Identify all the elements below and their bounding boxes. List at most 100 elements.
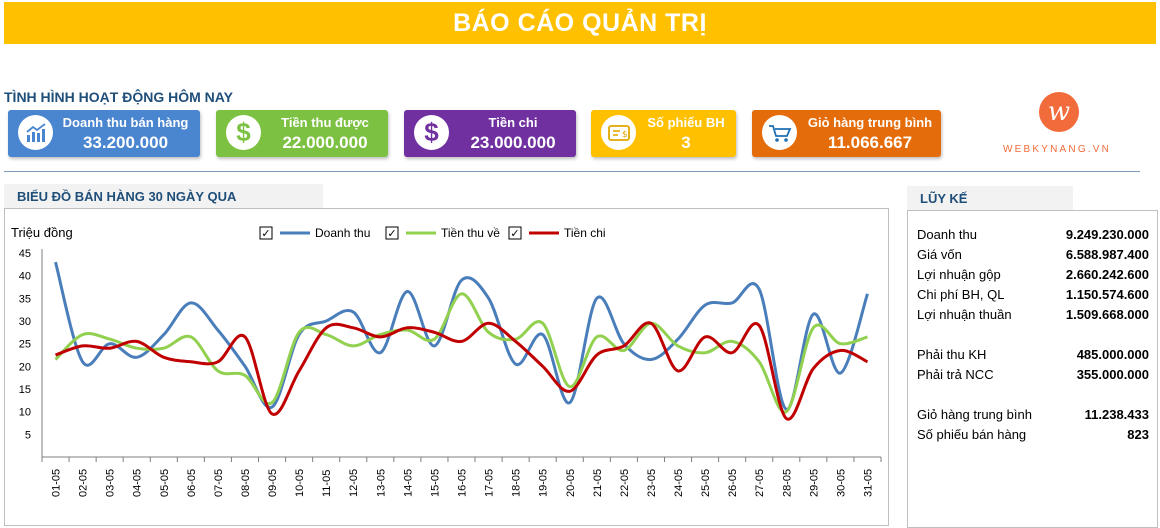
accum-value: 11.238.433 bbox=[1084, 407, 1149, 422]
accum-label: Chi phí BH, QL bbox=[917, 287, 1005, 302]
x-tick-label: 05-05 bbox=[159, 469, 171, 497]
series-line-1 bbox=[54, 261, 869, 411]
card-avg-cart[interactable]: Giỏ hàng trung bình 11.066.667 bbox=[752, 110, 941, 157]
accum-value: 485.000.000 bbox=[1076, 347, 1149, 362]
checkmark-icon: ✓ bbox=[387, 227, 396, 240]
card-value: 11.066.667 bbox=[827, 133, 913, 152]
x-tick-label: 06-05 bbox=[186, 469, 198, 497]
y-axis-label: Triệu đồng bbox=[11, 225, 73, 240]
logo-text: WEBKYNANG.VN bbox=[1003, 144, 1112, 155]
accum-value: 9.249.230.000 bbox=[1065, 227, 1149, 242]
x-tick-label: 30-05 bbox=[835, 469, 847, 497]
card-label: Giỏ hàng trung bình bbox=[807, 115, 933, 130]
x-tick-label: 22-05 bbox=[619, 469, 631, 497]
legend-checkbox-1 bbox=[259, 226, 273, 240]
accum-panel: Doanh thu 9.249.230.000 Giá vốn 6.588.987.… bbox=[907, 210, 1158, 528]
card-receipts[interactable]: $ Số phiếu BH 3 bbox=[591, 110, 736, 157]
accum-row: Giỏ hàng trung bình 11.238.433 bbox=[917, 407, 1149, 425]
x-tick-label: 23-05 bbox=[646, 469, 658, 497]
x-tick-label: 11-05 bbox=[321, 470, 333, 497]
divider bbox=[4, 171, 1140, 172]
accum-row: Phải thu KH 485.000.000 bbox=[917, 347, 1149, 365]
x-tick-label: 14-05 bbox=[402, 469, 414, 497]
card-cash-in[interactable]: $ Tiền thu được 22.000.000 bbox=[216, 110, 388, 157]
x-tick-label: 24-05 bbox=[673, 469, 685, 497]
y-tick-label: 40 bbox=[19, 271, 31, 283]
sales-chart: Triệu đồng 5 10 15 20 25 30 35 40 45 01-05 02-05 03-… bbox=[4, 208, 889, 526]
x-tick-label: 21-05 bbox=[592, 469, 604, 497]
x-tick-label: 13-05 bbox=[375, 469, 387, 497]
accum-label: Giỏ hàng trung bình bbox=[917, 407, 1032, 422]
x-tick-label: 07-05 bbox=[213, 469, 225, 497]
today-section-title: TÌNH HÌNH HOẠT ĐỘNG HÔM NAY bbox=[4, 89, 233, 105]
accum-label: Phải thu KH bbox=[917, 347, 987, 362]
chart-section-title: BIỂU ĐỒ BÁN HÀNG 30 NGÀY QUA bbox=[17, 189, 237, 204]
y-tick-label: 25 bbox=[19, 339, 31, 351]
x-tick-label: 09-05 bbox=[267, 469, 279, 497]
accum-row: Chi phí BH, QL 1.150.574.600 bbox=[917, 287, 1149, 305]
card-label: Tiền chi bbox=[488, 115, 538, 130]
x-tick-label: 20-05 bbox=[565, 469, 577, 497]
card-revenue[interactable]: Doanh thu bán hàng 33.200.000 bbox=[8, 110, 200, 157]
accum-label: Lợi nhuận thuần bbox=[917, 307, 1012, 322]
x-tick-label: 01-05 bbox=[51, 469, 63, 497]
receipt-icon: $ bbox=[601, 115, 636, 150]
card-value: 33.200.000 bbox=[82, 133, 169, 152]
card-value: 23.000.000 bbox=[470, 133, 556, 152]
chart-section-header: BIỂU ĐỒ BÁN HÀNG 30 NGÀY QUA bbox=[4, 184, 323, 208]
cart-icon bbox=[762, 115, 797, 150]
dollar-icon: $ bbox=[414, 115, 449, 150]
accum-row: Phải trả NCC 355.000.000 bbox=[917, 367, 1149, 385]
legend-label-1: Doanh thu bbox=[315, 226, 370, 240]
card-label: Số phiếu BH bbox=[647, 115, 725, 130]
accum-label: Giá vốn bbox=[917, 247, 962, 262]
accum-label: Doanh thu bbox=[917, 227, 977, 242]
card-cash-out[interactable]: $ Tiền chi 23.000.000 bbox=[404, 110, 576, 157]
x-tick-label: 29-05 bbox=[808, 469, 820, 497]
accum-value: 1.150.574.600 bbox=[1065, 287, 1149, 302]
legend-label-3: Tiền chi bbox=[564, 226, 606, 240]
x-tick-label: 12-05 bbox=[348, 469, 360, 497]
report-header: BÁO CÁO QUẢN TRỊ bbox=[4, 2, 1156, 44]
card-label: Tiền thu được bbox=[281, 115, 369, 130]
legend-checkbox-2 bbox=[385, 226, 399, 240]
chart-svg: Triệu đồng 5 10 15 20 25 30 35 40 45 01-05 02-05 03-… bbox=[11, 225, 882, 497]
x-tick-label: 25-05 bbox=[700, 469, 712, 497]
x-tick-label: 04-05 bbox=[132, 469, 144, 497]
accum-section-header: LŨY KẾ bbox=[907, 186, 1073, 210]
bar-chart-icon bbox=[18, 115, 53, 150]
x-tick-label: 10-05 bbox=[294, 469, 306, 497]
legend-checkbox-3 bbox=[508, 226, 522, 240]
x-tick-label: 16-05 bbox=[457, 469, 469, 497]
legend-label-2: Tiền thu về bbox=[441, 226, 500, 240]
svg-text:$: $ bbox=[622, 130, 628, 140]
checkmark-icon: ✓ bbox=[510, 227, 519, 240]
accum-row: Lợi nhuận gộp 2.660.242.600 bbox=[917, 267, 1149, 285]
accum-section-title: LŨY KẾ bbox=[920, 191, 968, 206]
accum-value: 6.588.987.400 bbox=[1065, 247, 1149, 262]
accum-label: Lợi nhuận gộp bbox=[917, 267, 1001, 282]
x-tick-label: 28-05 bbox=[781, 469, 793, 497]
dollar-icon: $ bbox=[226, 115, 261, 150]
x-tick-label: 26-05 bbox=[727, 469, 739, 497]
series-line-2 bbox=[54, 292, 868, 414]
accum-row: Giá vốn 6.588.987.400 bbox=[917, 247, 1149, 265]
y-tick-label: 30 bbox=[19, 316, 31, 328]
card-label: Doanh thu bán hàng bbox=[62, 115, 189, 130]
y-tick-label: 15 bbox=[19, 384, 31, 396]
accum-value: 2.660.242.600 bbox=[1065, 267, 1149, 282]
accum-row: Số phiếu bán hàng 823 bbox=[917, 427, 1149, 445]
accum-row: Lợi nhuận thuần 1.509.668.000 bbox=[917, 307, 1149, 325]
x-tick-label: 19-05 bbox=[538, 469, 550, 497]
x-tick-label: 17-05 bbox=[484, 469, 496, 497]
y-tick-label: 45 bbox=[19, 248, 31, 260]
x-tick-label: 27-05 bbox=[754, 469, 766, 497]
y-tick-label: 5 bbox=[25, 429, 31, 441]
accum-label: Phải trả NCC bbox=[917, 367, 994, 382]
x-tick-label: 15-05 bbox=[429, 469, 441, 497]
accum-value: 355.000.000 bbox=[1076, 367, 1149, 382]
logo-mark: w bbox=[1039, 92, 1079, 132]
accum-value: 1.509.668.000 bbox=[1065, 307, 1149, 322]
report-title: BÁO CÁO QUẢN TRỊ bbox=[453, 8, 707, 37]
card-value: 3 bbox=[681, 133, 691, 152]
